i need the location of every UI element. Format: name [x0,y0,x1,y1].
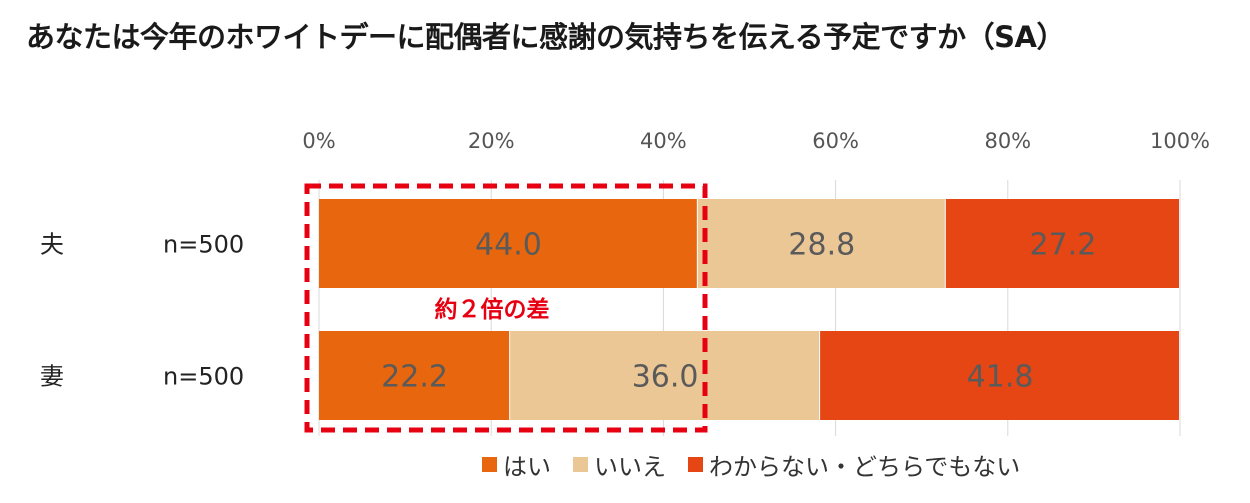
legend-label-yes: はい [503,453,551,481]
data-label: 44.0 [475,228,542,263]
row-label: 夫 [40,231,64,259]
legend-item-unknown: わからない・どちらでもない [688,447,1020,482]
x-tick-label: 0% [302,129,335,153]
bar-segment [510,331,820,420]
bar-segment [697,199,945,288]
x-tick-label: 20% [468,129,515,153]
row-label: 妻 [40,363,64,391]
data-label: 22.2 [381,360,448,395]
data-label: 28.8 [788,228,855,263]
data-label: 36.0 [632,360,699,395]
legend: はい いいえ わからない・どちらでもない [482,447,1042,482]
sample-size-label: n=500 [163,363,244,391]
data-label: 41.8 [967,360,1034,395]
annotation-box [304,183,708,433]
data-label: 27.2 [1030,228,1097,263]
bar-segment [319,199,697,288]
x-tick-label: 100% [1150,129,1210,153]
legend-label-no: いいえ [594,453,666,481]
x-tick-label: 80% [984,129,1031,153]
annotation-text: 約２倍の差 [435,296,550,323]
legend-swatch-unknown [688,457,703,472]
bar-segment [820,331,1179,420]
sample-size-label: n=500 [163,231,244,259]
legend-swatch-yes [482,457,497,472]
legend-item-no: いいえ [573,447,666,482]
legend-label-unknown: わからない・どちらでもない [709,453,1021,481]
x-tick-label: 60% [812,129,859,153]
chart-title: あなたは今年のホワイトデーに配偶者に感謝の気持ちを伝える予定ですか（SA） [26,20,1065,54]
bar-segment [945,199,1179,288]
legend-item-yes: はい [482,447,551,482]
bar-segment [319,331,510,420]
x-tick-label: 40% [640,129,687,153]
legend-swatch-no [573,457,588,472]
